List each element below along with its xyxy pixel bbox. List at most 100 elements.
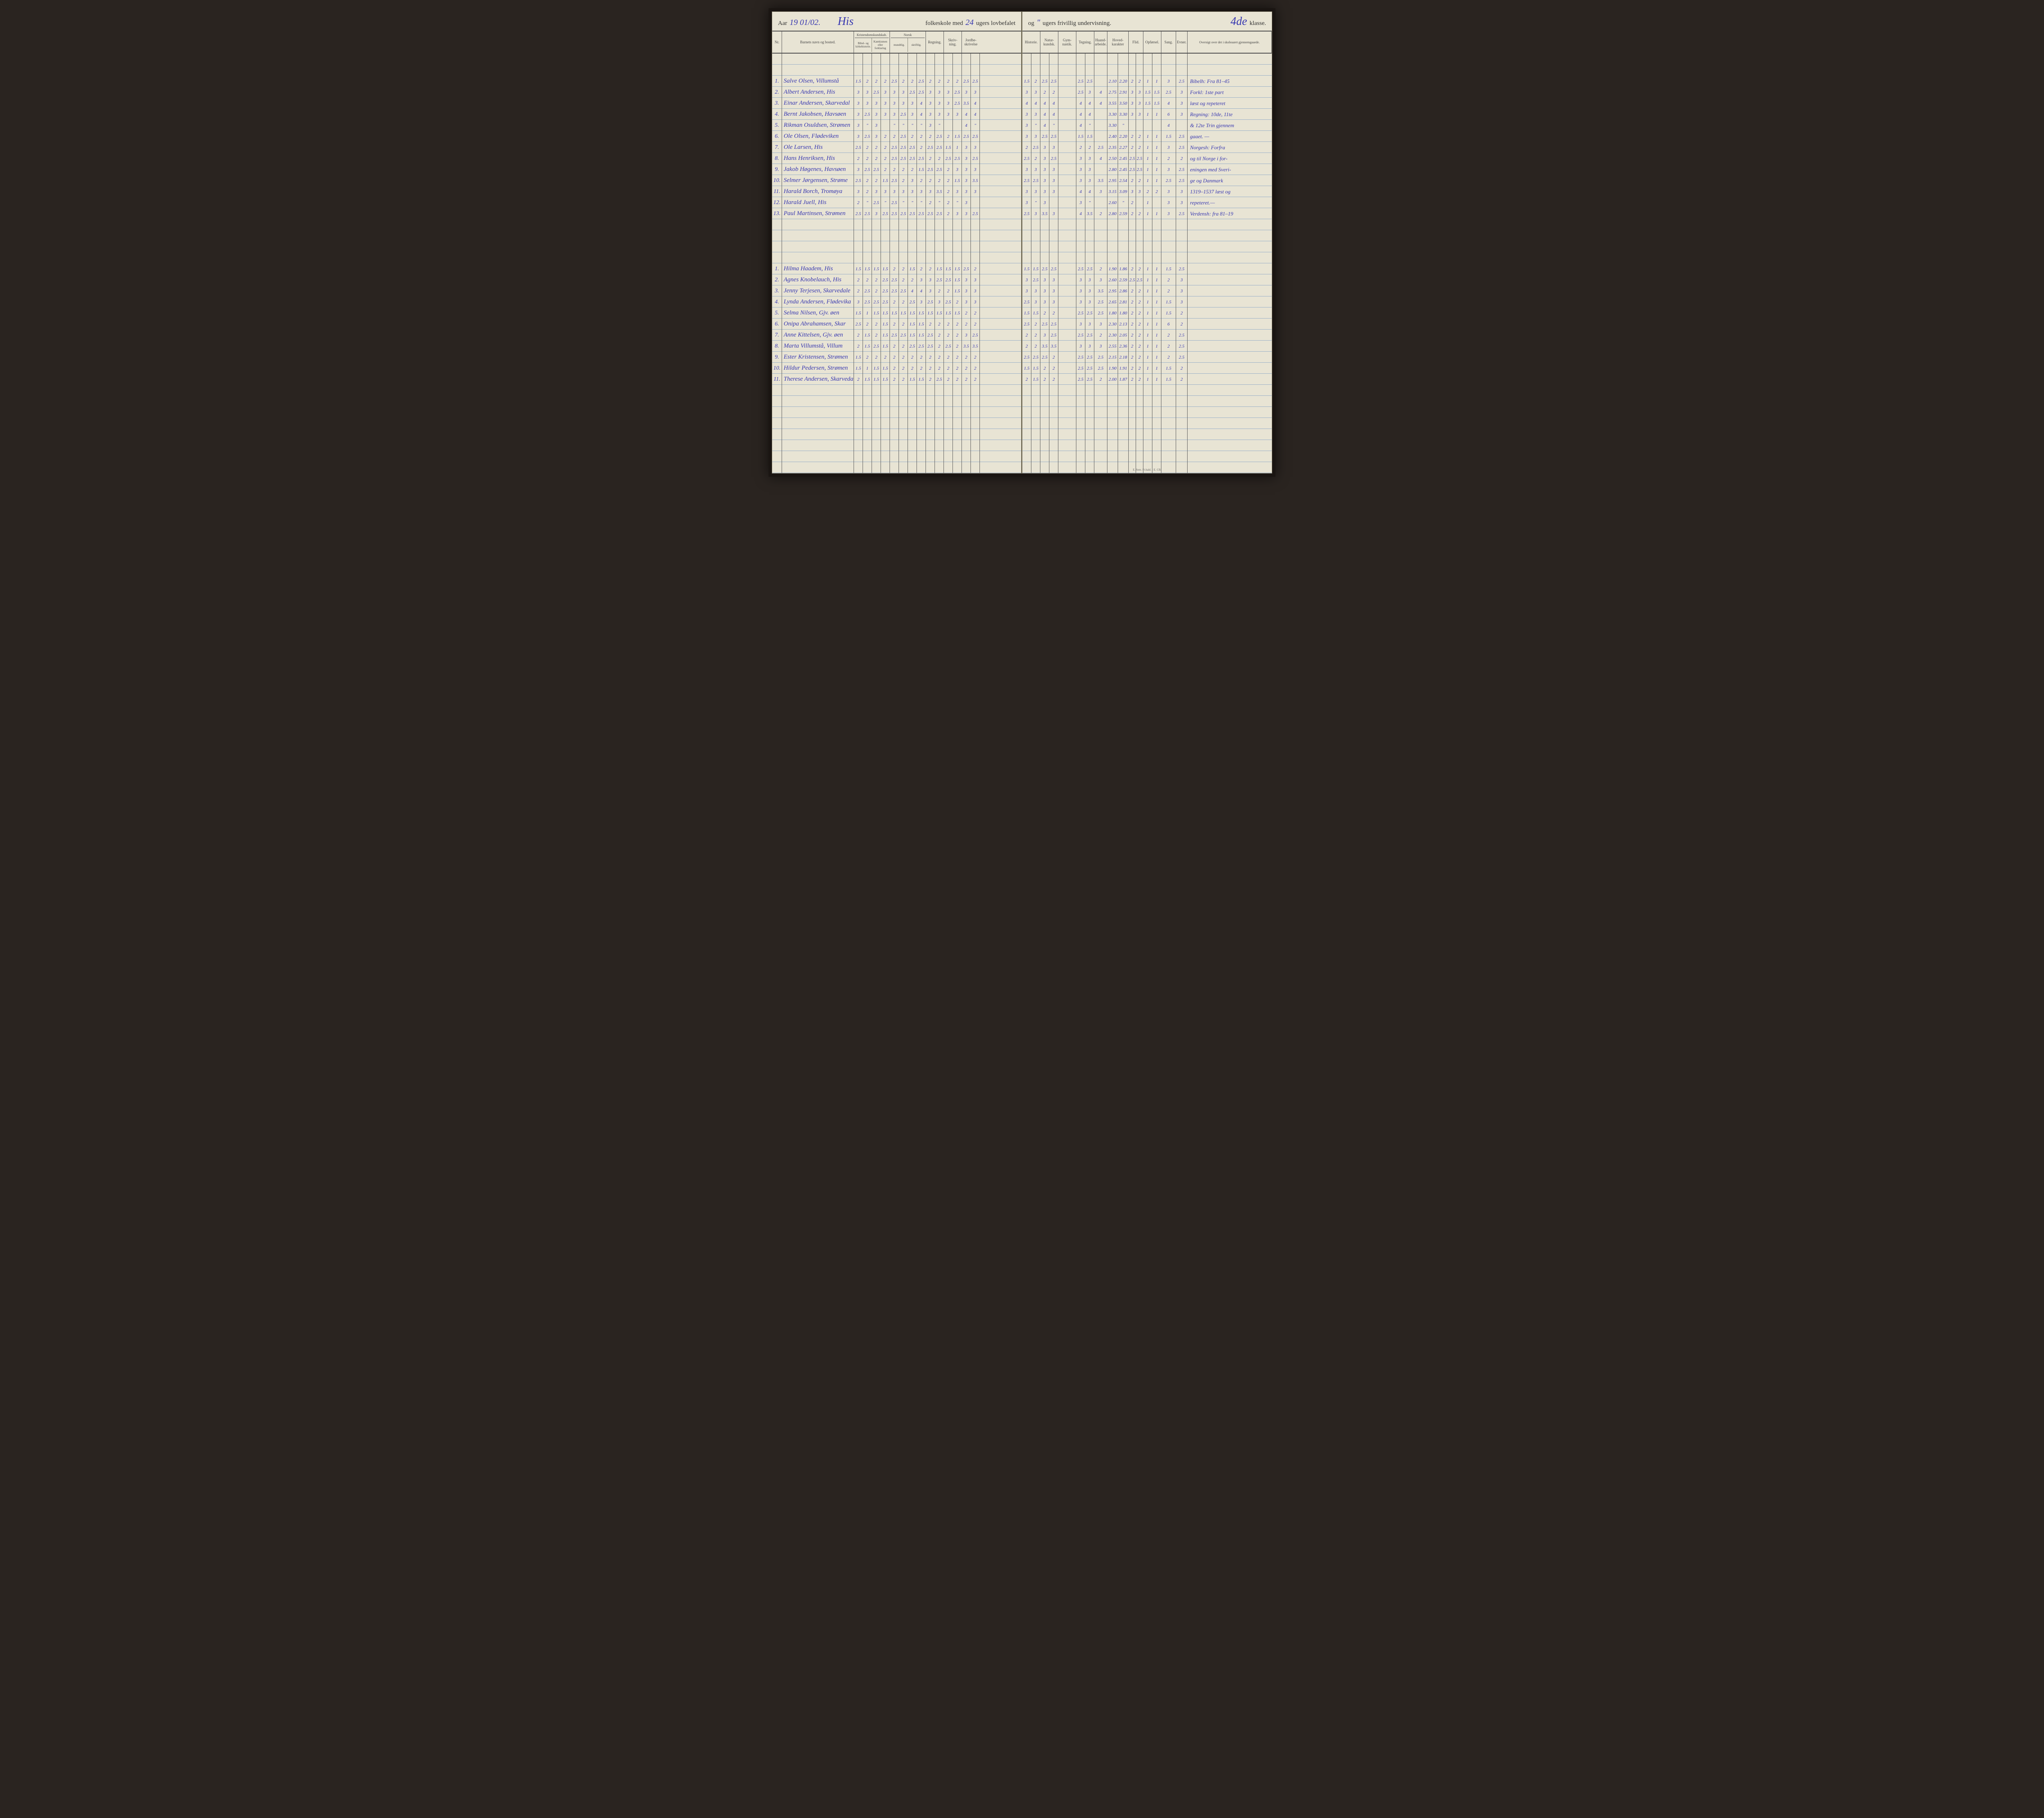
grade-cell: 3	[1085, 87, 1094, 98]
grade-cell: 1.5	[872, 263, 881, 274]
grade-cell: 1.5	[854, 363, 863, 374]
grade-cell: 2.5	[971, 208, 980, 219]
grade-cell: 2	[935, 285, 944, 296]
grade-cell: 2	[1085, 142, 1094, 153]
grade-cell: 2	[890, 341, 899, 352]
grade-cell: 2	[953, 352, 962, 363]
grade-cell: 3	[971, 296, 980, 307]
student-name: Ole Olsen, Flødeviken	[782, 131, 854, 142]
grade-cell: 1.5	[854, 263, 863, 274]
grade-cell: 2	[1136, 307, 1143, 319]
grade-cell: 2	[899, 274, 908, 285]
grade-cell: 2	[890, 164, 899, 175]
grade-cell: 3	[1022, 274, 1031, 285]
col-historie: Historie.	[1022, 31, 1040, 53]
grade-cell: 1	[1152, 208, 1161, 219]
grade-cell: 1.5	[1031, 363, 1040, 374]
grade-cell: 2	[899, 319, 908, 330]
table-row: 8.Hans Henriksen, His22222.52.52.52.5222…	[772, 153, 1021, 164]
grade-cell: 2.86	[1118, 285, 1129, 296]
grade-cell: 2.5	[1022, 296, 1031, 307]
grade-cell: 2	[863, 153, 872, 164]
grade-cell: 2	[872, 274, 881, 285]
grade-cell: 2.5	[899, 208, 908, 219]
grade-cell: 1.5	[863, 374, 872, 385]
grade-cell: 4	[1094, 98, 1107, 109]
grade-cell: 2.5	[1136, 164, 1143, 175]
grade-cell: 3.5	[1094, 285, 1107, 296]
notes-cell	[1188, 307, 1272, 319]
grade-cell: 2	[944, 175, 953, 186]
grade-cell: 2	[971, 319, 980, 330]
grade-cell: 2.5	[1176, 175, 1188, 186]
grade-cell	[1129, 120, 1136, 131]
grade-cell: 2	[1161, 341, 1176, 352]
grade-cell: 3	[1176, 186, 1188, 197]
grade-cell: 2	[944, 208, 953, 219]
grade-cell: 1.5	[908, 263, 917, 274]
grade-cell: 2.5	[953, 98, 962, 109]
grade-cell: 1	[1143, 352, 1152, 363]
grade-cell: 1.5	[854, 76, 863, 87]
table-row: 10.Selmer Jørgensen, Strøme2.5221.52.523…	[772, 175, 1021, 186]
gap-row	[772, 418, 1021, 429]
grade-cell: 1.5	[1161, 307, 1176, 319]
grade-cell: 1.5	[917, 307, 926, 319]
grade-cell: 3	[1049, 175, 1058, 186]
year-label: Aar	[778, 20, 787, 27]
grade-cell: 2	[926, 319, 935, 330]
grade-cell: 2.5	[962, 131, 971, 142]
grade-cell: 2.5	[1085, 263, 1094, 274]
grade-cell: 2	[1176, 307, 1188, 319]
notes-cell	[1188, 319, 1272, 330]
grade-cell: 1.5	[863, 330, 872, 341]
grade-cell: 2	[1049, 307, 1058, 319]
grade-cell: 2.5	[944, 296, 953, 307]
grade-cell: "	[899, 120, 908, 131]
grade-cell: 3	[881, 87, 890, 98]
grade-cell: 3	[971, 186, 980, 197]
table-row: 7.Anne Kittelsen, Gjv. øen21.521.52.52.5…	[772, 330, 1021, 341]
grade-cell: 3	[1049, 164, 1058, 175]
grade-cell: 4	[917, 109, 926, 120]
gap-row	[772, 385, 1021, 396]
grade-cell: 3	[899, 98, 908, 109]
grade-cell: 2.5	[1176, 76, 1188, 87]
grade-cell: 3	[1031, 109, 1040, 120]
gap-row	[772, 407, 1021, 418]
grade-cell	[1058, 164, 1076, 175]
grade-cell: 2.5	[908, 87, 917, 98]
grade-cell: 4	[971, 109, 980, 120]
grade-cell: 2.5	[1076, 352, 1085, 363]
grade-cell: 2.5	[1076, 374, 1085, 385]
grade-cell: 2	[944, 164, 953, 175]
table-row: 10.Hildur Pedersen, Strømen1.511.51.5222…	[772, 363, 1021, 374]
grade-cell: 1.5	[1161, 131, 1176, 142]
student-name: Rikman Osuldsen, Strømen	[782, 120, 854, 131]
grade-cell: 2.5	[1129, 164, 1136, 175]
grade-cell: 2	[935, 330, 944, 341]
grade-cell: 2.5	[971, 131, 980, 142]
grade-cell: 1	[1143, 263, 1152, 274]
table-row: 2.52.52.522.52.52.52.152.18221122.5	[1022, 352, 1272, 363]
grade-cell: 2	[917, 263, 926, 274]
gap-row	[772, 429, 1021, 440]
student-name: Hans Henriksen, His	[782, 153, 854, 164]
student-name: Harald Juell, His	[782, 197, 854, 208]
grade-cell: 1.5	[881, 330, 890, 341]
row-number: 4.	[772, 296, 782, 307]
grade-cell: 2.5	[971, 330, 980, 341]
grade-cell: 2.59	[1118, 274, 1129, 285]
grade-cell: "	[881, 197, 890, 208]
notes-cell	[1188, 330, 1272, 341]
grade-cell: 2.5	[1049, 319, 1058, 330]
grade-cell: 2	[872, 76, 881, 87]
grade-cell: 2	[935, 352, 944, 363]
grade-cell: 2	[926, 131, 935, 142]
grade-cell: 3	[1076, 274, 1085, 285]
grade-cell: 2.30	[1107, 319, 1118, 330]
grade-cell: 2	[1136, 131, 1143, 142]
grade-cell: 3	[1085, 319, 1094, 330]
grade-cell: 2	[962, 374, 971, 385]
col-sang: Sang.	[1161, 31, 1176, 53]
